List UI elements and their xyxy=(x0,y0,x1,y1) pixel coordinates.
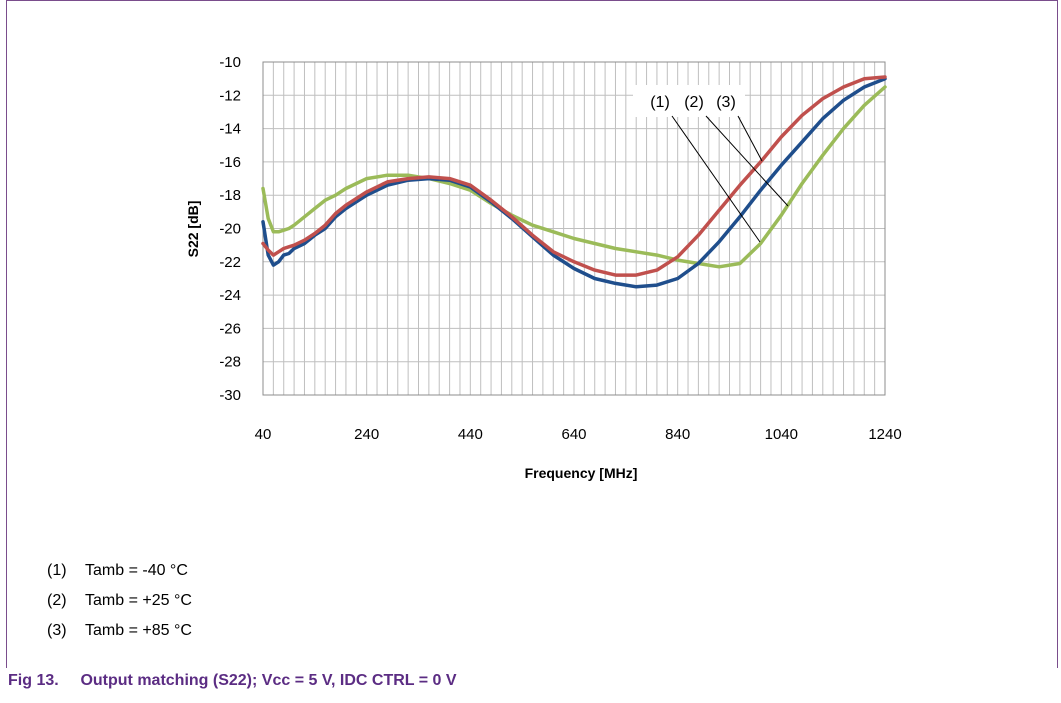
annotation-label: (2) xyxy=(684,94,704,111)
y-tick-label: -18 xyxy=(219,187,241,204)
y-axis-label: S22 [dB] xyxy=(185,201,201,258)
y-tick-label: -26 xyxy=(219,320,241,337)
chart-grid xyxy=(262,61,886,396)
x-tick-label: 440 xyxy=(458,426,483,443)
figure-number: Fig 13. xyxy=(8,672,59,689)
x-tick-label: 840 xyxy=(665,426,690,443)
y-tick-label: -14 xyxy=(219,121,241,138)
annotation-leader-line xyxy=(705,115,789,207)
annotation-label: (1) xyxy=(650,94,670,111)
note-number: (1) xyxy=(47,562,67,579)
chart: -10-12-14-16-18-20-22-24-26-28-30 40 240 4… xyxy=(185,54,902,481)
note-item: (2) Tamb = +25 °C xyxy=(47,592,192,622)
annotation-box xyxy=(633,85,745,117)
x-tick-label: 1240 xyxy=(868,426,901,443)
figure-caption-text: Output matching (S22); Vcc = 5 V, IDC CT… xyxy=(80,672,457,689)
y-tick-label: -22 xyxy=(219,254,241,271)
note-text: Tamb = +85 °C xyxy=(85,622,192,639)
series-lines xyxy=(261,75,887,289)
note-item: (3) Tamb = +85 °C xyxy=(47,622,192,652)
x-tick-label: 240 xyxy=(354,426,379,443)
figure-caption: Fig 13. Output matching (S22); Vcc = 5 V… xyxy=(8,672,457,690)
x-axis-label: Frequency [MHz] xyxy=(525,465,638,481)
x-tick-labels: 40 240 440 640 840 1040 1240 xyxy=(255,426,902,443)
y-tick-label: -20 xyxy=(219,221,241,238)
note-item: (1) Tamb = -40 °C xyxy=(47,562,192,592)
y-tick-label: -16 xyxy=(219,154,241,171)
y-tick-labels: -10 -12 -14 -16 -18 -20 -22 -24 -26 -28 -30 xyxy=(219,54,241,404)
x-tick-label: 40 xyxy=(255,426,272,443)
annotation-leader-line xyxy=(671,115,761,243)
y-tick-label: -24 xyxy=(219,287,241,304)
y-tick-label: -12 xyxy=(219,87,241,104)
annotation: (1) (2) (3) xyxy=(633,85,789,243)
figure-frame xyxy=(6,0,1058,668)
y-tick-label: -30 xyxy=(219,387,241,404)
note-number: (3) xyxy=(47,622,67,639)
note-text: Tamb = -40 °C xyxy=(85,562,188,579)
y-tick-label: -10 xyxy=(219,54,241,71)
notes-list: (1) Tamb = -40 °C (2) Tamb = +25 °C (3) … xyxy=(47,562,192,652)
x-tick-label: 1040 xyxy=(765,426,798,443)
note-number: (2) xyxy=(47,592,67,609)
x-tick-label: 640 xyxy=(561,426,586,443)
series-line-2 xyxy=(261,75,887,277)
annotation-label: (3) xyxy=(716,94,736,111)
annotation-leader-line xyxy=(737,115,763,162)
y-tick-label: -28 xyxy=(219,354,241,371)
note-text: Tamb = +25 °C xyxy=(85,592,192,609)
